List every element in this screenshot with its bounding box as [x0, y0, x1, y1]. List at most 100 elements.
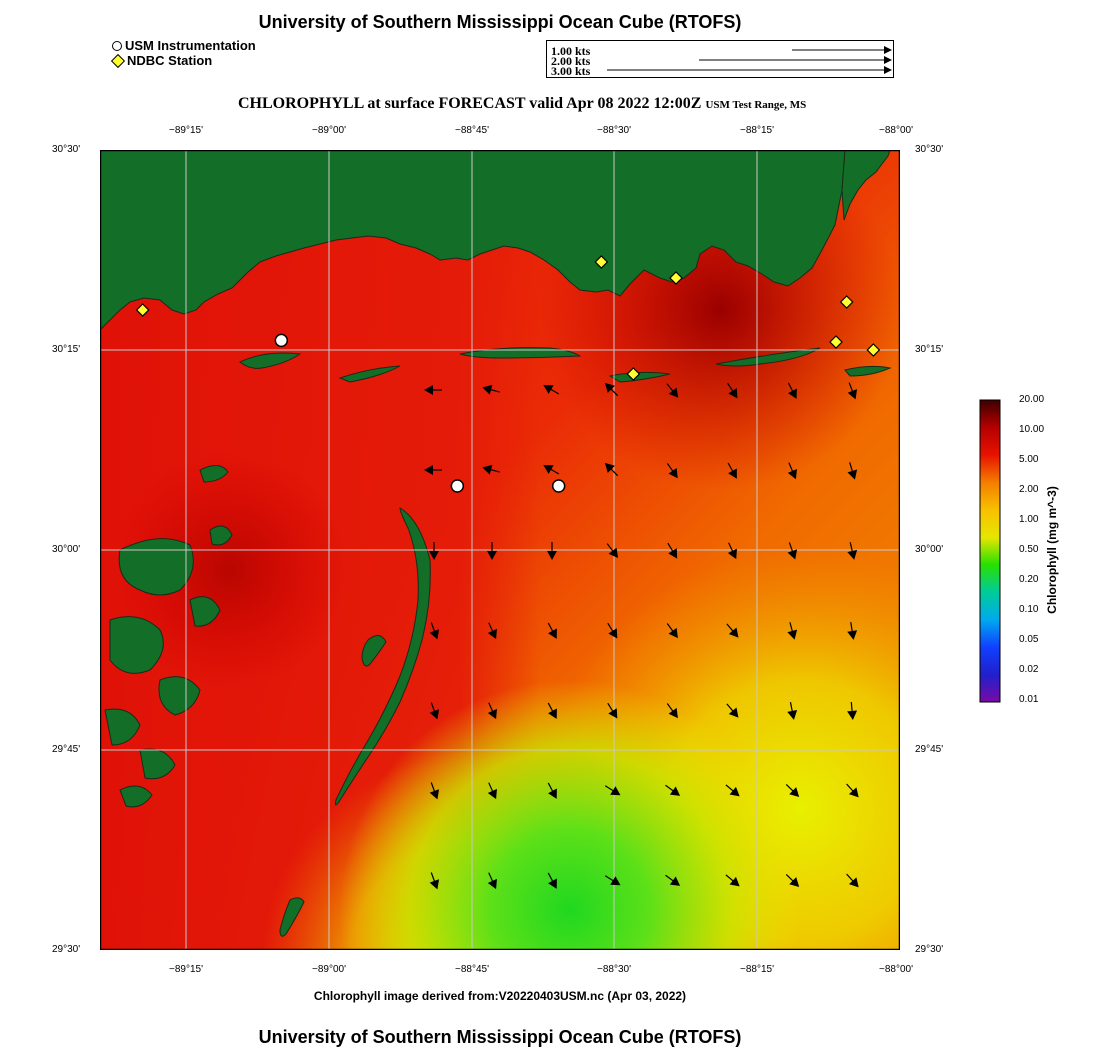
lat-tick-right-3: 30°00' [915, 544, 944, 555]
current-arrow [726, 623, 739, 638]
lat-tick-right-5: 29°30' [915, 944, 944, 955]
usm-instrument-marker [450, 479, 465, 493]
current-arrow [607, 702, 618, 719]
current-arrow [487, 782, 497, 800]
current-arrow [606, 543, 619, 558]
current-arrow [666, 703, 678, 719]
current-arrow [665, 874, 681, 886]
mainland-coast [100, 150, 900, 331]
lat-tick-right-1: 30°30' [915, 144, 944, 155]
chandeleur-islands [335, 507, 431, 806]
current-arrow [847, 542, 858, 560]
ndbc-station-marker [839, 295, 854, 309]
current-arrow [424, 465, 442, 475]
usm-instrument-marker [274, 333, 289, 348]
current-arrow [547, 622, 557, 639]
current-arrow [667, 542, 678, 559]
current-arrow [727, 382, 738, 399]
main-title: University of Southern Mississippi Ocean… [258, 12, 742, 32]
current-arrow [726, 703, 739, 718]
cb-label-001: 0.01 [1019, 694, 1039, 705]
current-arrow [846, 783, 859, 798]
lat-tick-left-4: 29°45' [52, 744, 81, 755]
lon-tick-top-1: −89°15' [169, 125, 203, 136]
current-arrow [604, 382, 619, 397]
ndbc-station-marker [669, 271, 683, 285]
current-arrow [727, 462, 737, 479]
barrier-island-6 [844, 365, 892, 377]
current-arrow [847, 462, 858, 480]
ndbc-station-marker [594, 255, 609, 269]
current-arrow [665, 784, 681, 796]
current-arrow [666, 623, 678, 639]
cb-label-05: 0.50 [1019, 544, 1039, 555]
chlorophyll-map [100, 150, 900, 950]
speed-scale-arrows [607, 46, 892, 74]
cb-label-01: 0.10 [1019, 604, 1039, 615]
current-arrow [429, 872, 440, 890]
lat-tick-left-1: 30°30' [52, 144, 81, 155]
current-arrow [543, 465, 560, 475]
current-arrow [429, 782, 440, 800]
lat-tick-left-3: 30°00' [52, 544, 81, 555]
current-arrow [725, 784, 740, 797]
cb-label-10: 10.00 [1019, 424, 1045, 435]
current-arrow [666, 383, 679, 398]
current-arrow [429, 622, 440, 640]
map-subtitle: CHLOROPHYLL at surface FORECAST valid Ap… [238, 95, 806, 113]
cb-label-2: 2.00 [1019, 484, 1039, 495]
current-arrow [846, 873, 859, 888]
speed-label-1: 1.00 kts [551, 44, 591, 58]
lat-tick-right-2: 30°15' [915, 344, 944, 355]
lon-tick-top-3: −88°45' [455, 125, 489, 136]
barrier-island-5 [715, 347, 821, 367]
lon-tick-bottom-2: −89°00' [312, 964, 346, 975]
current-arrow [787, 382, 797, 399]
legend-ndbc-label: NDBC Station [127, 53, 213, 68]
current-vector-field [424, 382, 859, 890]
current-arrow [666, 463, 678, 479]
lon-tick-bottom-5: −88°15' [740, 964, 774, 975]
ndbc-station-marker [626, 367, 641, 381]
ndbc-diamond-icon [110, 53, 126, 68]
map-frame [100, 150, 900, 950]
lon-tick-top-6: −88°00' [879, 125, 913, 136]
usm-instrument-marker [551, 479, 566, 493]
current-arrow [482, 464, 500, 475]
colorbar-title: Chlorophyll (mg m^-3) [1045, 486, 1059, 614]
current-arrow [604, 462, 619, 477]
barrier-island-1 [239, 352, 302, 369]
current-arrow [607, 622, 618, 639]
map-legend: USM Instrumentation NDBC Station [110, 38, 256, 68]
lat-tick-right-4: 29°45' [915, 744, 944, 755]
current-arrow [424, 385, 442, 395]
current-arrow [785, 784, 800, 797]
current-arrow [547, 542, 557, 560]
legend-usm: USM Instrumentation [112, 38, 256, 53]
usm-instrumentation-markers [274, 333, 566, 493]
current-arrow [725, 874, 740, 887]
current-arrow [543, 385, 560, 395]
current-arrow [785, 874, 800, 887]
lon-tick-bottom-3: −88°45' [455, 964, 489, 975]
current-arrow [847, 622, 858, 640]
forecast-title: CHLOROPHYLL at surface FORECAST valid Ap… [238, 95, 702, 112]
footer-title: University of Southern Mississippi Ocean… [258, 1027, 742, 1047]
current-speed-scale: 1.00 kts 2.00 kts 3.00 kts [546, 40, 894, 78]
current-arrow [487, 622, 497, 640]
current-arrow [547, 782, 557, 799]
current-arrow [482, 384, 500, 395]
current-arrow [487, 542, 497, 560]
speed-label-2: 2.00 kts [551, 54, 591, 68]
current-arrow [429, 542, 439, 560]
cb-label-002: 0.02 [1019, 664, 1039, 675]
cb-label-02: 0.20 [1019, 574, 1039, 585]
current-arrow [429, 702, 440, 720]
ndbc-station-marker [866, 343, 881, 357]
usm-circle-icon [112, 40, 122, 51]
current-arrow [847, 382, 858, 400]
barrier-island-2 [338, 365, 401, 383]
current-arrow [787, 462, 797, 480]
graticule [100, 150, 900, 950]
speed-label-3: 3.00 kts [551, 64, 591, 78]
